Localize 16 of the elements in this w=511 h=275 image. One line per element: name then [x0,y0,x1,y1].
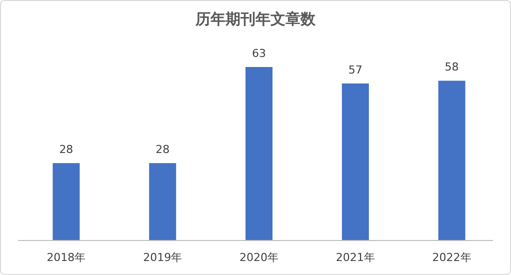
x-tick-label: 2022年 [432,251,472,264]
bar [52,163,80,240]
data-label: 58 [444,60,459,74]
chart-title: 历年期刊年文章数 [194,10,316,28]
data-label: 63 [252,47,266,60]
data-label: 28 [59,143,74,156]
data-label: 57 [348,63,362,76]
bar [438,80,466,240]
data-label: 28 [156,143,170,156]
bar [149,163,176,240]
x-tick-label: 2019年 [143,251,182,264]
x-tick-label: 2018年 [46,251,86,264]
bar [246,67,272,240]
x-tick-label: 2020年 [240,251,278,264]
x-tick-label: 2021年 [336,251,375,264]
bar [342,83,369,240]
